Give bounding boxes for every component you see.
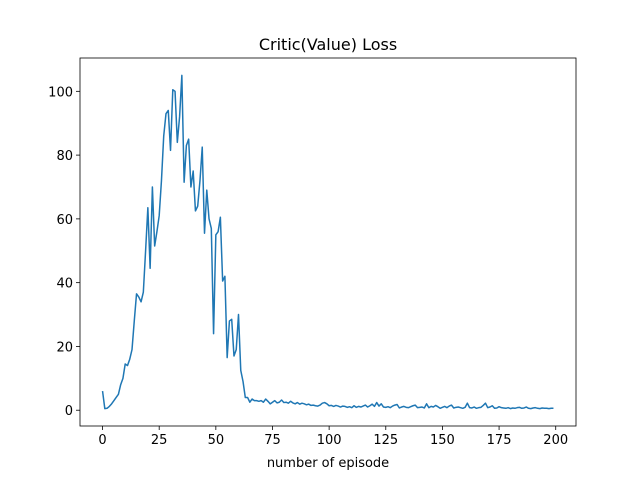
y-tick-label: 60 [56, 213, 73, 228]
y-tick-label: 0 [65, 404, 73, 419]
y-tick-label: 20 [56, 340, 73, 355]
line [101, 74, 554, 410]
x-tick-label: 100 [317, 433, 342, 448]
x-tick-label: 150 [430, 433, 455, 448]
y-tick-label: 40 [56, 277, 73, 292]
x-tick-label: 75 [264, 433, 281, 448]
y-tick-label: 100 [48, 85, 73, 100]
x-tick-label: 125 [373, 433, 398, 448]
y-tick-label: 80 [56, 149, 73, 164]
x-tick-label: 175 [487, 433, 512, 448]
x-tick-label: 0 [98, 433, 106, 448]
x-tick-label: 50 [208, 433, 225, 448]
x-axis-label: number of episode [267, 456, 389, 471]
chart-title: Critic(Value) Loss [259, 35, 397, 54]
plot-frame [79, 57, 577, 427]
x-tick-label: 25 [151, 433, 168, 448]
x-tick-label: 200 [543, 433, 568, 448]
